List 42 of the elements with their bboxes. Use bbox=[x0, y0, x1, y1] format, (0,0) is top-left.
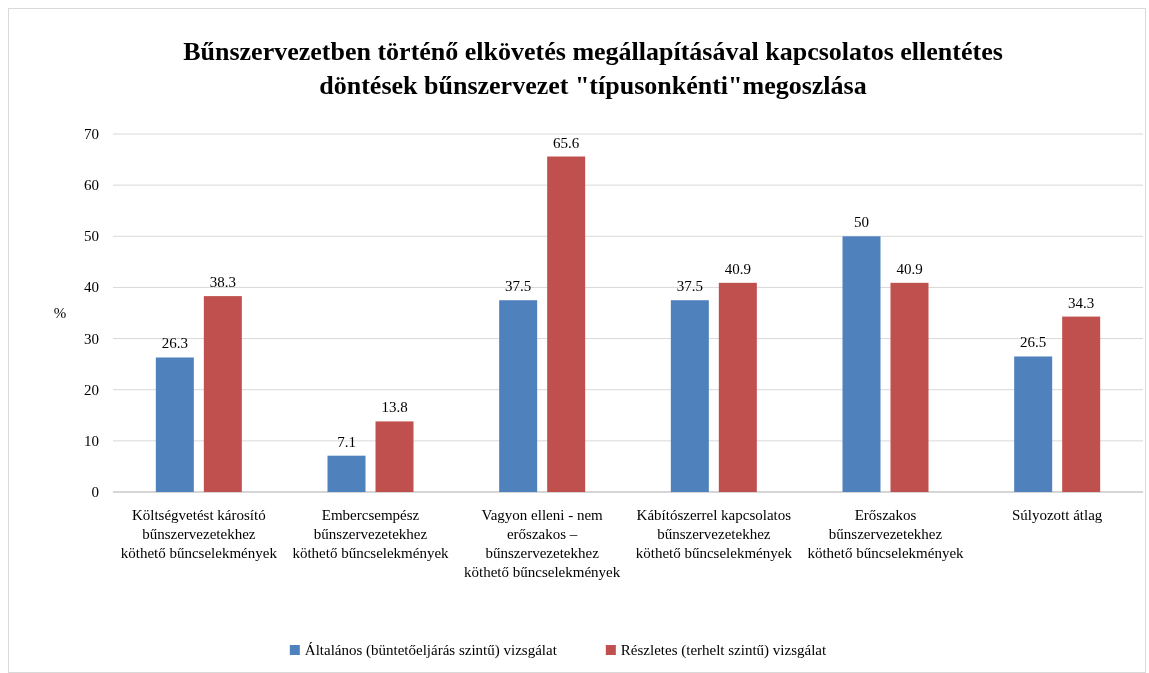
bar bbox=[1014, 356, 1053, 492]
data-label: 26.5 bbox=[1020, 334, 1047, 351]
data-label: 7.1 bbox=[337, 433, 356, 450]
data-label: 13.8 bbox=[381, 399, 408, 416]
bar bbox=[499, 300, 538, 492]
bar bbox=[327, 455, 366, 492]
bar bbox=[547, 156, 586, 492]
data-label: 37.5 bbox=[676, 278, 703, 295]
data-label: 40.9 bbox=[724, 260, 751, 277]
bar bbox=[1062, 316, 1101, 492]
bar bbox=[718, 282, 757, 492]
bar bbox=[203, 296, 242, 492]
y-tick-label: 0 bbox=[91, 484, 99, 500]
x-tick-label: Embercsempész bűnszervezetekhez köthető bűncselekmények bbox=[292, 507, 450, 561]
x-tick-label: Erőszakos bűnszervezetekhez köthető bűncselekmények bbox=[807, 507, 965, 561]
legend-label: Részletes (terhelt szintű) vizsgálat bbox=[620, 642, 828, 659]
data-label: 34.3 bbox=[1068, 294, 1095, 311]
bar bbox=[375, 421, 414, 492]
y-tick-label: 60 bbox=[84, 177, 99, 194]
data-label: 50 bbox=[854, 214, 869, 231]
data-label: 65.6 bbox=[553, 134, 580, 151]
legend-label: Általános (büntetőeljárás szintű) vizsgálat bbox=[304, 642, 558, 659]
x-tick-label: Költségvetést károsító bűnszervezetekhez köthető bűncselekmények bbox=[120, 507, 278, 561]
data-label: 26.3 bbox=[161, 335, 188, 352]
y-tick-label: 20 bbox=[84, 381, 99, 398]
y-tick-label: 70 bbox=[84, 126, 99, 142]
bar bbox=[670, 300, 709, 492]
y-tick-label: 10 bbox=[84, 432, 99, 449]
bar bbox=[155, 357, 194, 492]
bar bbox=[842, 236, 881, 492]
x-tick-label: Súlyozott átlag bbox=[1011, 507, 1103, 523]
x-tick-label: Kábítószerrel kapcsolatos bűnszervezetekhez köthető bűncselekmények bbox=[635, 507, 793, 561]
y-tick-label: 40 bbox=[84, 279, 99, 296]
y-tick-label: 30 bbox=[84, 330, 99, 347]
y-tick-label: 50 bbox=[84, 228, 99, 245]
y-axis-title: % bbox=[53, 305, 67, 321]
bar bbox=[890, 282, 929, 492]
data-label: 40.9 bbox=[896, 260, 923, 277]
data-label: 37.5 bbox=[505, 278, 532, 295]
data-label: 38.3 bbox=[209, 274, 236, 291]
chart-title: Bűnszervezetben történő elkövetés megállapításával kapcsolatos ellentétes döntések bűnszervezet "típusonkénti"megoszlása bbox=[183, 37, 1003, 100]
x-tick-label: Vagyon elleni - nem erőszakos – bűnszervezetekhez köthető bűncselekmények bbox=[464, 507, 621, 580]
